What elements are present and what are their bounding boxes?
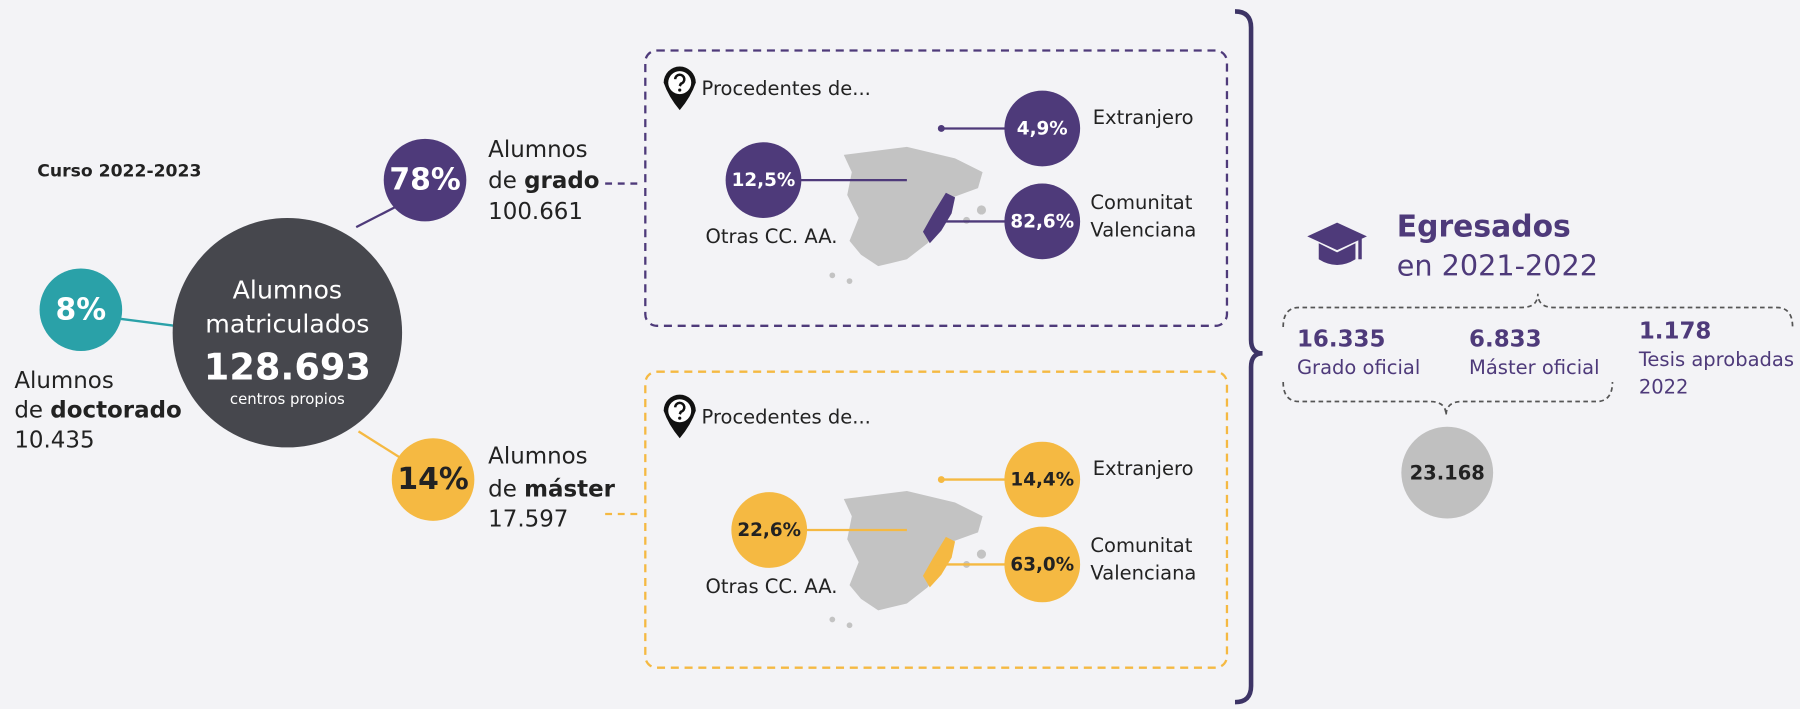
master-origin: Procedentes de... 22,6% 14,4% 63,0% Otras CC… [644,370,1229,669]
valenciana-circle [1004,183,1081,260]
egresados-subtitle: en 2021-2022 [1397,248,1598,282]
island [846,278,853,284]
doctorado-count: 10.435 [14,427,94,453]
master-count: 17.597 [488,507,568,533]
island [976,549,987,559]
extranjero-percent: 4,9% [1017,119,1068,140]
spain [843,491,983,611]
valencia [922,192,956,244]
extranjero-label: Extranjero [1093,106,1194,129]
brace [1282,293,1794,327]
prefix: de [488,477,524,503]
grado-origin: Procedentes de... 12,5% 4,9% 82,6% Otras CC.… [644,49,1229,327]
master-percent: 14% [397,462,468,497]
valenciana-label: Valenciana [1090,218,1196,241]
otras-percent: 12,5% [732,170,796,191]
extranjero-circle [1004,90,1081,167]
valenciana-percent: 82,6% [1010,212,1074,233]
doctorado-percent: 8% [56,292,107,327]
panel-border [644,49,1229,327]
question [673,401,686,415]
total-circle [172,217,403,448]
otras-label: Otras CC. AA. [705,575,837,598]
total-label: matriculados [205,310,369,339]
pin-inner [668,399,692,423]
extranjero-circle [1004,441,1081,518]
bold: grado [524,168,599,194]
total-label: Alumnos [233,275,342,304]
valenciana-circle [1004,526,1081,603]
connector [357,430,403,460]
connector [120,317,176,327]
otras-percent: 22,6% [737,520,801,541]
pin-icon [663,66,696,111]
otras-circle [725,142,802,218]
doctorado-label: Alumnos [14,368,113,394]
extranjero-label: Extranjero [1093,457,1194,480]
panel-title: Procedentes de... [702,77,871,100]
island [829,616,836,623]
grado-count: 100.661 [488,199,583,225]
egresados-items: 16.335 Grado oficial 6.833 Máster oficial 1.… [1297,318,1794,398]
master-label: Alumnos [488,443,587,469]
island [829,272,836,279]
item-value: 1.178 [1639,318,1712,344]
extranjero-percent: 14,4% [1010,470,1074,491]
item-label: Grado oficial [1297,356,1420,379]
doctorado-label: de doctorado [14,398,181,424]
connector [355,205,397,229]
dot [937,476,945,483]
prefix: de [488,168,524,194]
item-value: 6.833 [1469,326,1542,352]
pin-icon [663,394,696,439]
pin-inner [668,71,692,95]
valenciana-label: Valenciana [1090,561,1196,584]
grado-circle [383,138,467,222]
total-note: centros propios [230,390,345,408]
valencia [922,536,956,588]
doctorado-circle [39,268,123,352]
otras-label: Otras CC. AA. [705,225,837,248]
egresados-title: Egresados [1397,209,1571,244]
total-value: 128.693 [204,346,371,389]
grado-percent: 78% [389,163,460,198]
bold: doctorado [50,398,181,424]
question-dot [678,416,682,420]
panel-title: Procedentes de... [702,405,871,428]
dot [937,125,945,132]
spain [843,146,983,267]
valenciana-label: Comunitat [1090,191,1192,214]
grado-label: de grado [488,168,599,194]
item-label: 2022 [1639,376,1689,399]
otras-circle [731,492,808,568]
item-value: 16.335 [1297,326,1386,352]
panel-border [644,370,1229,669]
map [829,146,987,284]
prefix: de [14,398,50,424]
brace [1282,382,1614,416]
bold: máster [524,477,616,503]
island [976,205,987,215]
map [829,491,987,629]
question-dot [678,88,682,92]
master-circle [391,438,475,521]
total-circle [1401,426,1494,519]
course: Curso 2022-2023 [37,162,201,182]
question [673,73,686,87]
island [846,622,853,629]
bracket [1234,9,1263,705]
item-label: Tesis aprobadas [1638,348,1794,371]
item-label: Máster oficial [1469,356,1600,379]
master-label: de máster [488,477,616,503]
cap-icon [1307,222,1367,266]
grado-label: Alumnos [488,137,587,163]
valenciana-percent: 63,0% [1010,555,1074,576]
valenciana-label: Comunitat [1090,534,1192,557]
egresados-total: 23.168 [1410,461,1485,484]
